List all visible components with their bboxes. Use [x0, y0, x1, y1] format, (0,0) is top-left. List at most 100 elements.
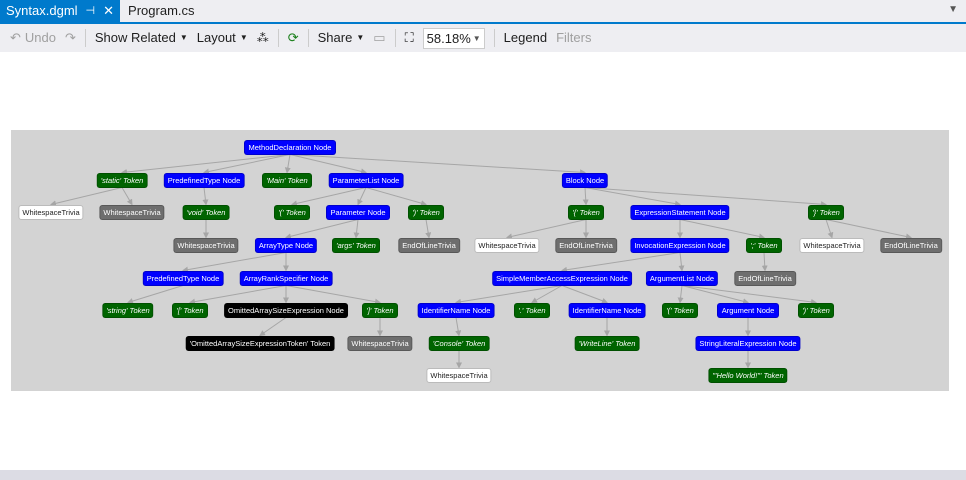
graph-node[interactable]: WhitespaceTrivia	[799, 237, 865, 253]
graph-node[interactable]: WhitespaceTrivia	[474, 237, 540, 253]
graph-node[interactable]: WhitespaceTrivia	[99, 204, 165, 220]
graph-edge	[291, 187, 367, 207]
graph-node[interactable]: StringLiteralExpression Node	[695, 335, 801, 351]
graph-node[interactable]: '}' Token	[808, 204, 844, 220]
graph-edge	[289, 154, 367, 175]
graph-node[interactable]: WhitespaceTrivia	[426, 367, 492, 383]
graph-node[interactable]: ';' Token	[746, 237, 782, 253]
graph-node[interactable]: WhitespaceTrivia	[173, 237, 239, 253]
graph-edge	[582, 187, 589, 206]
graph-node[interactable]: 'string' Token	[102, 302, 154, 318]
graph-edge	[825, 219, 912, 240]
graph-node[interactable]: 'WriteLine' Token	[574, 335, 640, 351]
graph-node[interactable]: EndOfLineTrivia	[734, 270, 796, 286]
graph-node[interactable]: ')' Token	[408, 204, 444, 220]
graph-node[interactable]: 'OmittedArraySizeExpressionToken' Token	[185, 335, 335, 351]
graph-edge	[584, 187, 827, 208]
graph-node[interactable]: MethodDeclaration Node	[244, 139, 336, 155]
graph-node[interactable]: ')' Token	[798, 302, 834, 318]
graph-edges	[50, 154, 912, 369]
graph-node[interactable]: InvocationExpression Node	[630, 237, 730, 253]
graph-edge	[677, 285, 684, 304]
graph-edge	[127, 285, 184, 304]
graph-node[interactable]: Block Node	[561, 172, 609, 188]
zoom-to-fit-icon[interactable]: ⛶	[404, 30, 414, 45]
graph-canvas[interactable]: MethodDeclaration Node 'static' Token Pred…	[0, 52, 966, 470]
graph-node[interactable]: '[' Token	[172, 302, 208, 318]
tab-label: Syntax.dgml	[6, 3, 78, 18]
graph-node[interactable]: 'args' Token	[332, 237, 380, 253]
graph-node[interactable]: '(' Token	[274, 204, 310, 220]
graph-node[interactable]: ']' Token	[362, 302, 398, 318]
graph-edge	[259, 317, 287, 337]
graph-node[interactable]: PredefinedType Node	[163, 172, 245, 188]
graph-node[interactable]: '.' Token	[514, 302, 550, 318]
graph-edge	[584, 187, 681, 207]
graph-edge	[681, 285, 749, 305]
graph-node[interactable]: '"Hello World!"' Token	[708, 367, 788, 383]
graph-edge	[679, 219, 765, 240]
divider	[277, 29, 279, 47]
quick-cluster-icon[interactable]: ⁂	[256, 31, 269, 45]
graph-node[interactable]: Parameter Node	[326, 204, 390, 220]
show-related-label: Show Related	[94, 30, 176, 45]
share-label: Share	[317, 30, 353, 45]
graph-node[interactable]: ExpressionStatement Node	[630, 204, 730, 220]
graph-node[interactable]: EndOfLineTrivia	[398, 237, 460, 253]
legend-button[interactable]: Legend	[503, 30, 548, 45]
graph-edge	[425, 219, 432, 239]
divider	[493, 29, 495, 47]
pin-icon[interactable]: ⊣	[85, 5, 96, 17]
graph-edge	[203, 154, 291, 175]
graph-edge	[531, 285, 563, 303]
graph-node[interactable]: WhitespaceTrivia	[347, 335, 413, 351]
show-related-button[interactable]: Show Related ▼	[95, 29, 188, 47]
divider	[307, 29, 309, 47]
toolbar: ↶ Undo ↷ Show Related ▼ Layout ▼ ⁂ ⟳ Share ▼…	[0, 26, 966, 50]
filters-button[interactable]: Filters	[556, 30, 592, 45]
graph-node[interactable]: '{' Token	[568, 204, 604, 220]
comment-icon[interactable]: ▭	[373, 30, 386, 45]
undo-icon: ↶	[10, 30, 21, 45]
chevron-down-icon: ▼	[239, 33, 248, 42]
graph-node[interactable]: SimpleMemberAccessExpression Node	[492, 270, 632, 286]
graph-node[interactable]: Argument Node	[717, 302, 779, 318]
graph-node[interactable]: 'static' Token	[96, 172, 148, 188]
horizontal-scrollbar[interactable]	[0, 470, 966, 480]
graph-node[interactable]: ArrayType Node	[254, 237, 318, 253]
graph-edge	[678, 252, 685, 272]
graph-node[interactable]: ArrayRankSpecifier Node	[239, 270, 333, 286]
undo-button[interactable]: ↶ Undo	[10, 29, 56, 47]
graph-node[interactable]: IdentifierName Node	[568, 302, 646, 318]
graph-node[interactable]: WhitespaceTrivia	[18, 204, 84, 220]
tab-program-cs[interactable]: Program.cs	[122, 0, 200, 22]
graph-edge	[353, 219, 360, 239]
redo-icon[interactable]: ↷	[64, 30, 76, 45]
graph-node[interactable]: '(' Token	[662, 302, 698, 318]
tab-overflow-dropdown-icon[interactable]: ▼	[948, 4, 958, 15]
graph-node[interactable]: PredefinedType Node	[142, 270, 224, 286]
refresh-icon[interactable]: ⟳	[287, 30, 299, 45]
graph-node[interactable]: ParameterList Node	[328, 172, 404, 188]
graph-node[interactable]: ArgumentList Node	[645, 270, 719, 286]
graph-edge	[189, 285, 287, 305]
chevron-down-icon: ▼	[356, 33, 365, 42]
zoom-level-combobox[interactable]: 58.18% ▼	[422, 27, 485, 49]
share-button[interactable]: Share ▼	[318, 29, 365, 47]
graph-node[interactable]: EndOfLineTrivia	[880, 237, 942, 253]
graph-edge	[455, 285, 563, 305]
graph-node[interactable]: 'Console' Token	[428, 335, 490, 351]
graph-edge	[289, 154, 586, 176]
divider	[394, 29, 396, 47]
graph-node[interactable]: 'Main' Token	[262, 172, 312, 188]
close-icon[interactable]: ✕	[103, 3, 115, 18]
graph-node[interactable]: 'void' Token	[182, 204, 230, 220]
graph-node[interactable]: IdentifierName Node	[417, 302, 495, 318]
graph-edge	[121, 154, 291, 175]
graph-node[interactable]: OmittedArraySizeExpression Node	[224, 302, 348, 318]
tab-syntax-dgml[interactable]: Syntax.dgml ⊣ ✕	[0, 0, 121, 22]
graph-edge	[285, 285, 381, 305]
graph-node[interactable]: EndOfLineTrivia	[555, 237, 617, 253]
layout-button[interactable]: Layout ▼	[197, 29, 248, 47]
graph-edge	[284, 154, 291, 174]
